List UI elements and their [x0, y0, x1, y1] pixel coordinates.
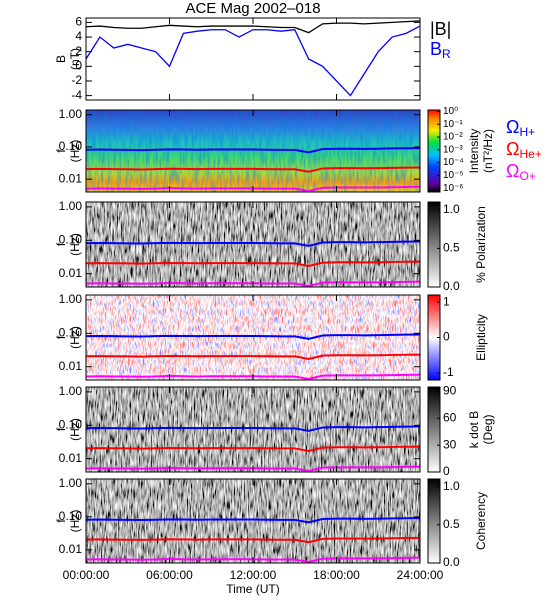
- y-tick-label: 1.00: [59, 476, 83, 490]
- spectrogram: [86, 202, 420, 287]
- x-tick-label: 24:00:00: [397, 568, 444, 582]
- x-tick-label: 00:00:00: [63, 568, 110, 582]
- chart-title: ACE Mag 2002–018: [185, 0, 320, 17]
- y-axis-label: f: [54, 427, 68, 431]
- gyrofrequency-line: [86, 445, 420, 453]
- legend-entry: |B|: [430, 19, 451, 39]
- legend-entry: ΩH+: [506, 117, 535, 139]
- y-tick-label: 0.01: [59, 266, 83, 280]
- y-axis-label: (Hz): [68, 326, 82, 349]
- legend-entry: BR: [430, 39, 451, 61]
- x-tick-label: 12:00:00: [230, 568, 277, 582]
- colorbar-label: Coherency: [474, 492, 488, 550]
- spectrogram-texture: [86, 479, 420, 563]
- y-tick-label: 0.01: [59, 451, 83, 465]
- y-tick-label: 6: [75, 15, 82, 29]
- y-tick-label: 1.00: [59, 384, 83, 398]
- gyrofrequency-line: [86, 517, 420, 524]
- y-tick-label: 2: [75, 44, 82, 58]
- y-tick-label: 0.10: [59, 139, 83, 153]
- colorbar-tick-label: 10⁻¹: [443, 119, 463, 130]
- colorbar: [427, 201, 441, 288]
- colorbar-tick-label: 0.5: [443, 517, 460, 531]
- colorbar-tick-label: 0.0: [443, 555, 460, 569]
- spectrogram-texture: [86, 110, 420, 192]
- y-axis-label: B: [54, 55, 68, 63]
- colorbar-tick-label: 10⁻⁶: [443, 183, 464, 194]
- colorbar-tick-label: 1.0: [443, 479, 460, 493]
- colorbar-tick-label: 0: [443, 464, 450, 478]
- gyrofrequency-line: [86, 536, 420, 544]
- colorbar-tick-label: 1.0: [443, 202, 460, 216]
- y-tick-label: 0.10: [59, 417, 83, 431]
- spectrogram: [86, 295, 420, 380]
- colorbar: [427, 386, 441, 473]
- gyrofrequency-line: [86, 166, 420, 173]
- y-axis-label: f: [54, 519, 68, 523]
- colorbar-tick-label: 0.5: [443, 241, 460, 255]
- colorbar: [427, 109, 441, 193]
- spectrogram-texture: [86, 387, 420, 472]
- y-tick-label: 0: [75, 58, 82, 72]
- colorbar: [427, 478, 441, 564]
- colorbar-label: (Deg): [481, 414, 495, 444]
- colorbar-tick-label: 10⁰: [443, 106, 458, 117]
- y-tick-label: 4: [75, 29, 82, 43]
- gyrofrequency-line: [86, 333, 420, 340]
- y-tick-label: 1.00: [59, 107, 83, 121]
- spectrogram: [86, 110, 420, 192]
- colorbar-tick-label: 0.0: [443, 279, 460, 293]
- y-axis-label: f: [54, 149, 68, 153]
- y-axis-label: (Hz): [68, 233, 82, 256]
- legend-entry: ΩHe+: [506, 139, 542, 161]
- gyrofrequency-line: [86, 147, 420, 154]
- series-line: [86, 20, 420, 34]
- spectrogram: [86, 387, 420, 472]
- legend-entry: ΩO+: [506, 161, 536, 183]
- y-axis-label: (nT): [68, 48, 82, 70]
- colorbar-tick-label: -1: [443, 365, 454, 379]
- colorbar-label: (nT²/Hz): [481, 129, 495, 173]
- colorbar-tick-label: 0: [443, 330, 450, 344]
- x-axis-label: Time (UT): [226, 582, 280, 596]
- y-axis-label: (Hz): [68, 140, 82, 163]
- colorbar-tick-label: 10⁻⁴: [443, 157, 464, 168]
- y-axis-label: f: [54, 242, 68, 246]
- series-line: [86, 25, 420, 97]
- colorbar-label: k dot B: [467, 411, 481, 448]
- colorbar-label: % Polarization: [474, 206, 488, 283]
- gyrofrequency-line: [86, 260, 420, 268]
- x-tick-label: 06:00:00: [146, 568, 193, 582]
- y-tick-label: 0.01: [59, 542, 83, 556]
- y-tick-label: 0.10: [59, 232, 83, 246]
- x-tick-label: 18:00:00: [313, 568, 360, 582]
- gyrofrequency-line: [86, 353, 420, 361]
- y-tick-label: 0.10: [59, 325, 83, 339]
- spectrogram: [86, 479, 420, 563]
- colorbar-label: Intensity: [467, 129, 481, 174]
- colorbar-label: Ellipticity: [474, 314, 488, 361]
- gyrofrequency-line: [86, 240, 420, 247]
- y-axis-label: (Hz): [68, 510, 82, 533]
- colorbar-tick-label: 60: [443, 410, 457, 424]
- y-tick-label: 1.00: [59, 199, 83, 213]
- y-tick-label: 1.00: [59, 292, 83, 306]
- y-tick-label: 0.10: [59, 509, 83, 523]
- gyrofrequency-line: [86, 425, 420, 432]
- y-tick-label: 0.01: [59, 171, 83, 185]
- spectrogram-texture: [86, 295, 420, 380]
- y-axis-label: f: [54, 335, 68, 339]
- colorbar-tick-label: 10⁻⁵: [443, 170, 464, 181]
- y-axis-label: (Hz): [68, 418, 82, 441]
- colorbar-tick-label: 10⁻²: [443, 132, 463, 143]
- colorbar-tick-label: 1: [443, 294, 450, 308]
- y-tick-label: -4: [71, 88, 82, 102]
- spectrogram-texture: [86, 202, 420, 287]
- y-tick-label: -2: [71, 73, 82, 87]
- y-tick-label: 0.01: [59, 359, 83, 373]
- colorbar-tick-label: 30: [443, 437, 457, 451]
- colorbar-tick-label: 10⁻³: [443, 144, 463, 155]
- colorbar-tick-label: 90: [443, 384, 457, 398]
